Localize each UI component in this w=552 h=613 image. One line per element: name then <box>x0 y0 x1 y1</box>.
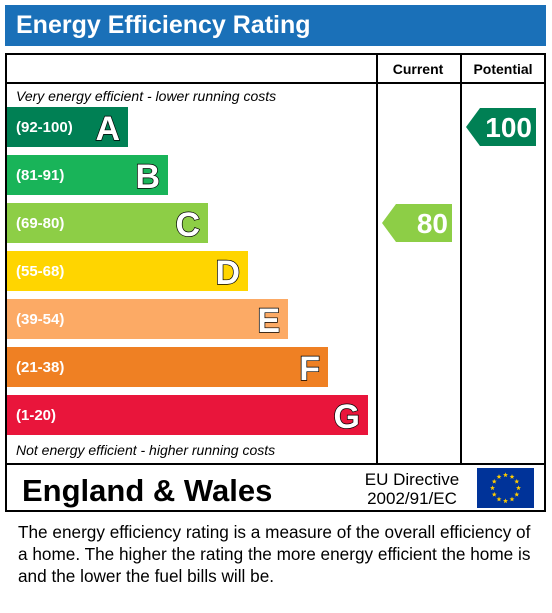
flag-star <box>503 498 508 504</box>
flag-star <box>496 474 502 479</box>
rating-bands: (92-100) A (81-91) B (69-80) C (55-68) D (39-54)… <box>7 107 368 437</box>
band-a-range: (92-100) <box>16 119 73 136</box>
band-a-letter: A <box>95 110 120 148</box>
band-a-bar <box>7 107 128 147</box>
flag-star <box>514 478 520 484</box>
flag-star <box>496 496 502 502</box>
band-e-letter: E <box>257 302 280 340</box>
outer-border <box>5 53 546 512</box>
band-d-letter: D <box>215 254 240 292</box>
flag-star <box>503 472 508 478</box>
band-g-bar <box>7 395 368 435</box>
header-bar <box>5 5 546 46</box>
rating-markers: 80 100 <box>382 108 536 242</box>
potential-rating-arrow <box>466 108 536 146</box>
top-note: Very energy efficient - lower running co… <box>16 88 276 104</box>
directive-line-2: 2002/91/EC <box>367 489 457 508</box>
band-f-letter: F <box>299 350 320 388</box>
caption-text: The energy efficiency rating is a measur… <box>18 522 531 586</box>
chart-frame <box>5 53 546 512</box>
current-rating-arrow <box>382 204 452 242</box>
potential-rating-value: 100 <box>485 112 532 143</box>
current-column-header: Current <box>393 61 444 77</box>
directive-line-1: EU Directive <box>365 470 459 489</box>
band-f-bar <box>7 347 328 387</box>
band-b-letter: B <box>135 158 160 196</box>
band-c-range: (69-80) <box>16 215 64 232</box>
band-e-bar <box>7 299 288 339</box>
band-d-range: (55-68) <box>16 263 64 280</box>
band-c-letter: C <box>175 206 200 244</box>
flag-star <box>516 485 521 491</box>
flag-star <box>514 491 520 497</box>
potential-column-header: Potential <box>473 61 532 77</box>
flag-star <box>509 496 515 502</box>
band-g-range: (1-20) <box>16 407 56 424</box>
flag-star <box>490 485 495 491</box>
band-f-range: (21-38) <box>16 359 64 376</box>
flag-star <box>509 474 515 479</box>
band-d-bar <box>7 251 248 291</box>
band-e-range: (39-54) <box>16 311 64 328</box>
flag-star <box>491 478 497 484</box>
band-b-bar <box>7 155 168 195</box>
band-b-range: (81-91) <box>16 167 64 184</box>
page-title: Energy Efficiency Rating <box>16 11 311 39</box>
band-g-letter: G <box>334 398 360 436</box>
band-c-bar <box>7 203 208 243</box>
region-label: England & Wales <box>22 473 272 508</box>
eu-flag-icon <box>477 468 534 508</box>
flag-star <box>491 491 497 497</box>
bottom-note: Not energy efficient - higher running co… <box>16 442 275 458</box>
current-rating-value: 80 <box>417 208 448 239</box>
